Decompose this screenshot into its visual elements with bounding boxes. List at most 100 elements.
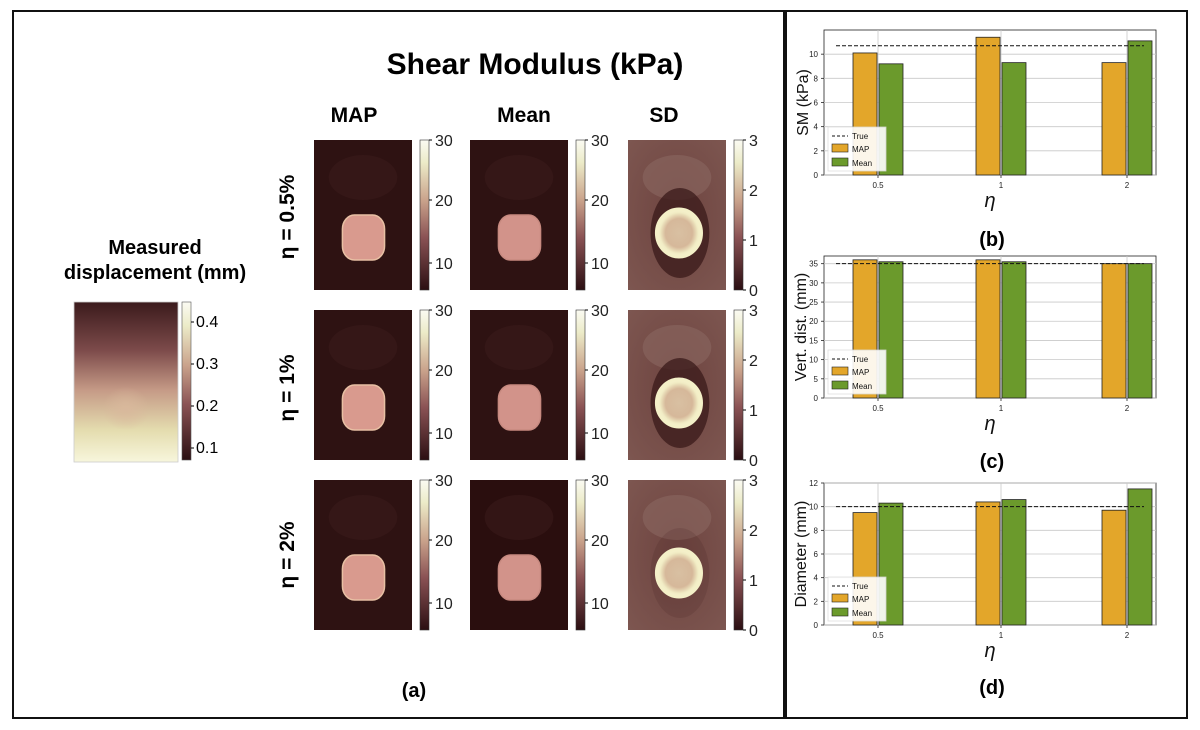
legend-mean-label: Mean	[852, 382, 872, 391]
inclusion	[497, 554, 542, 601]
image-texture	[328, 495, 398, 540]
y-tick-label: 0	[814, 171, 819, 180]
right-panel-frame	[785, 10, 1188, 719]
bar-mean-2	[1127, 488, 1153, 626]
legend-map-label: MAP	[852, 145, 869, 154]
colorbar	[733, 309, 744, 461]
colorbar-tick-label: 20	[435, 363, 453, 380]
x-tick-label: 2	[1125, 631, 1130, 640]
y-tick-label: 6	[814, 99, 819, 108]
colorbar	[575, 479, 586, 631]
bar-map-1	[975, 259, 1001, 399]
image-sd-row-3: 3 2 1 0	[628, 473, 758, 640]
colorbar-tick-label: 1	[749, 233, 758, 250]
inclusion	[497, 214, 542, 261]
colorbar-tick-label: 20	[435, 533, 453, 550]
legend-map-swatch	[831, 143, 849, 153]
inclusion	[654, 547, 703, 599]
x-axis-label: η	[984, 413, 995, 435]
colorbar-tick-label: 30	[435, 473, 453, 490]
y-tick-label: 8	[814, 74, 819, 83]
displacement-colorbar-ticks: 0.4 0.3 0.2 0.1	[191, 314, 218, 457]
inclusion	[497, 384, 542, 431]
bar-map-1	[975, 36, 1001, 176]
y-tick-label: 2	[814, 147, 819, 156]
y-tick-label: 30	[809, 279, 818, 288]
x-tick-label: 1	[999, 404, 1004, 413]
bar-map-2	[1101, 509, 1127, 626]
colorbar-tick-label: 1	[749, 573, 758, 590]
image-texture	[484, 155, 554, 200]
disp-tick-0-1: 0.1	[196, 440, 218, 457]
chart-shear-modulus: 0 2 4 6 8 10 0.5 1 2 η SM (kPa) True MAP Mean	[795, 29, 1157, 212]
colorbar-tick-label: 10	[591, 426, 609, 443]
colorbar-tick-label: 3	[749, 303, 758, 320]
image-mean-row-2: 30 20 10	[470, 303, 609, 461]
measured-title-line2: displacement (mm)	[63, 262, 247, 284]
y-axis-label: SM (kPa)	[795, 69, 812, 136]
colorbar-tick-label: 30	[591, 473, 609, 490]
disp-tick-0-3: 0.3	[196, 356, 218, 373]
colorbar-tick-label: 10	[435, 426, 453, 443]
colorbar-tick-label: 10	[435, 596, 453, 613]
y-tick-label: 0	[814, 394, 819, 403]
row-label-eta-1: η = 1%	[276, 354, 299, 422]
colorbar-tick-label: 2	[749, 353, 758, 370]
colorbar-tick-label: 2	[749, 523, 758, 540]
bar-mean-2	[1127, 263, 1153, 399]
y-tick-label: 35	[809, 260, 818, 269]
panel-label-d: (d)	[979, 677, 1005, 699]
colorbar-tick-label: 3	[749, 473, 758, 490]
legend-mean-swatch	[831, 157, 849, 167]
y-axis-label: Diameter (mm)	[793, 501, 810, 608]
image-sd-row-1: 3 2 1 0	[628, 133, 758, 300]
colorbar	[575, 309, 586, 461]
colorbar	[419, 479, 430, 631]
image-texture	[484, 495, 554, 540]
x-tick-label: 1	[999, 181, 1004, 190]
colorbar-tick-label: 0	[749, 623, 758, 640]
colorbar-tick-label: 20	[435, 193, 453, 210]
legend-mean-label: Mean	[852, 609, 872, 618]
colorbar-tick-label: 0	[749, 283, 758, 300]
legend-mean-swatch	[831, 607, 849, 617]
x-tick-label: 0.5	[872, 631, 884, 640]
column-header-mean: Mean	[497, 104, 551, 127]
y-tick-label: 15	[809, 336, 818, 345]
inclusion	[341, 214, 386, 261]
image-sd-row-2: 3 2 1 0	[628, 303, 758, 470]
image-map-row-3: 30 20 10	[314, 473, 453, 631]
row-label-eta-0-5: η = 0.5%	[276, 174, 299, 260]
bar-mean-1	[1001, 62, 1027, 176]
shear-modulus-title: Shear Modulus (kPa)	[386, 48, 684, 81]
colorbar-tick-label: 10	[591, 256, 609, 273]
bar-map-2	[1101, 62, 1127, 176]
x-axis-label: η	[984, 190, 995, 212]
x-tick-label: 0.5	[872, 404, 884, 413]
image-texture	[328, 325, 398, 370]
x-axis-label: η	[984, 640, 995, 662]
colorbar-tick-label: 30	[591, 133, 609, 150]
shear-modulus-image-grid: 3020103020103210302010302010321030201030…	[314, 133, 758, 640]
legend-true-label: True	[852, 132, 869, 141]
y-tick-label: 0	[814, 621, 819, 630]
column-header-map: MAP	[330, 104, 378, 127]
y-tick-label: 6	[814, 550, 819, 559]
x-tick-label: 2	[1125, 404, 1130, 413]
left-panel-frame	[12, 10, 785, 719]
legend-map-label: MAP	[852, 595, 869, 604]
inclusion	[654, 377, 703, 429]
colorbar	[419, 309, 430, 461]
panel-label-c: (c)	[979, 451, 1005, 473]
legend-map-swatch	[831, 366, 849, 376]
chart-vertical-distance: 0 5 10 15 20 25 30 35 0.5 1 2 η Vert. dist. (mm) True…	[793, 255, 1157, 435]
image-texture	[642, 495, 712, 540]
bar-mean-2	[1127, 40, 1153, 176]
y-tick-label: 12	[809, 479, 818, 488]
row-label-eta-2: η = 2%	[276, 521, 299, 589]
colorbar-tick-label: 0	[749, 453, 758, 470]
legend-map-swatch	[831, 593, 849, 603]
y-tick-label: 25	[809, 298, 818, 307]
image-texture	[642, 155, 712, 200]
x-tick-label: 2	[1125, 181, 1130, 190]
